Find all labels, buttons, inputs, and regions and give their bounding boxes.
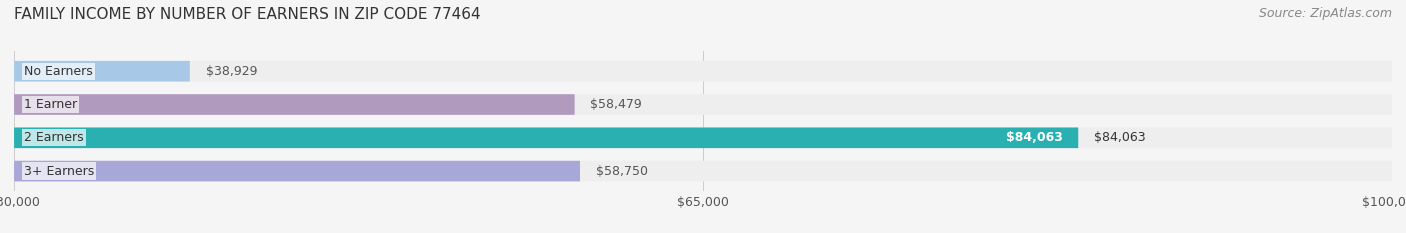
FancyBboxPatch shape — [14, 127, 1078, 148]
Text: $84,063: $84,063 — [1005, 131, 1063, 144]
FancyBboxPatch shape — [14, 61, 1392, 82]
Text: $84,063: $84,063 — [1094, 131, 1146, 144]
FancyBboxPatch shape — [14, 161, 579, 182]
Text: $58,479: $58,479 — [591, 98, 643, 111]
FancyBboxPatch shape — [14, 161, 1392, 182]
Text: 3+ Earners: 3+ Earners — [24, 164, 94, 178]
FancyBboxPatch shape — [14, 127, 1392, 148]
FancyBboxPatch shape — [14, 94, 1392, 115]
Text: 1 Earner: 1 Earner — [24, 98, 77, 111]
Text: No Earners: No Earners — [24, 65, 93, 78]
Text: FAMILY INCOME BY NUMBER OF EARNERS IN ZIP CODE 77464: FAMILY INCOME BY NUMBER OF EARNERS IN ZI… — [14, 7, 481, 22]
FancyBboxPatch shape — [14, 94, 575, 115]
Text: $38,929: $38,929 — [205, 65, 257, 78]
Text: 2 Earners: 2 Earners — [24, 131, 83, 144]
Text: Source: ZipAtlas.com: Source: ZipAtlas.com — [1258, 7, 1392, 20]
FancyBboxPatch shape — [14, 61, 190, 82]
Text: $58,750: $58,750 — [596, 164, 648, 178]
